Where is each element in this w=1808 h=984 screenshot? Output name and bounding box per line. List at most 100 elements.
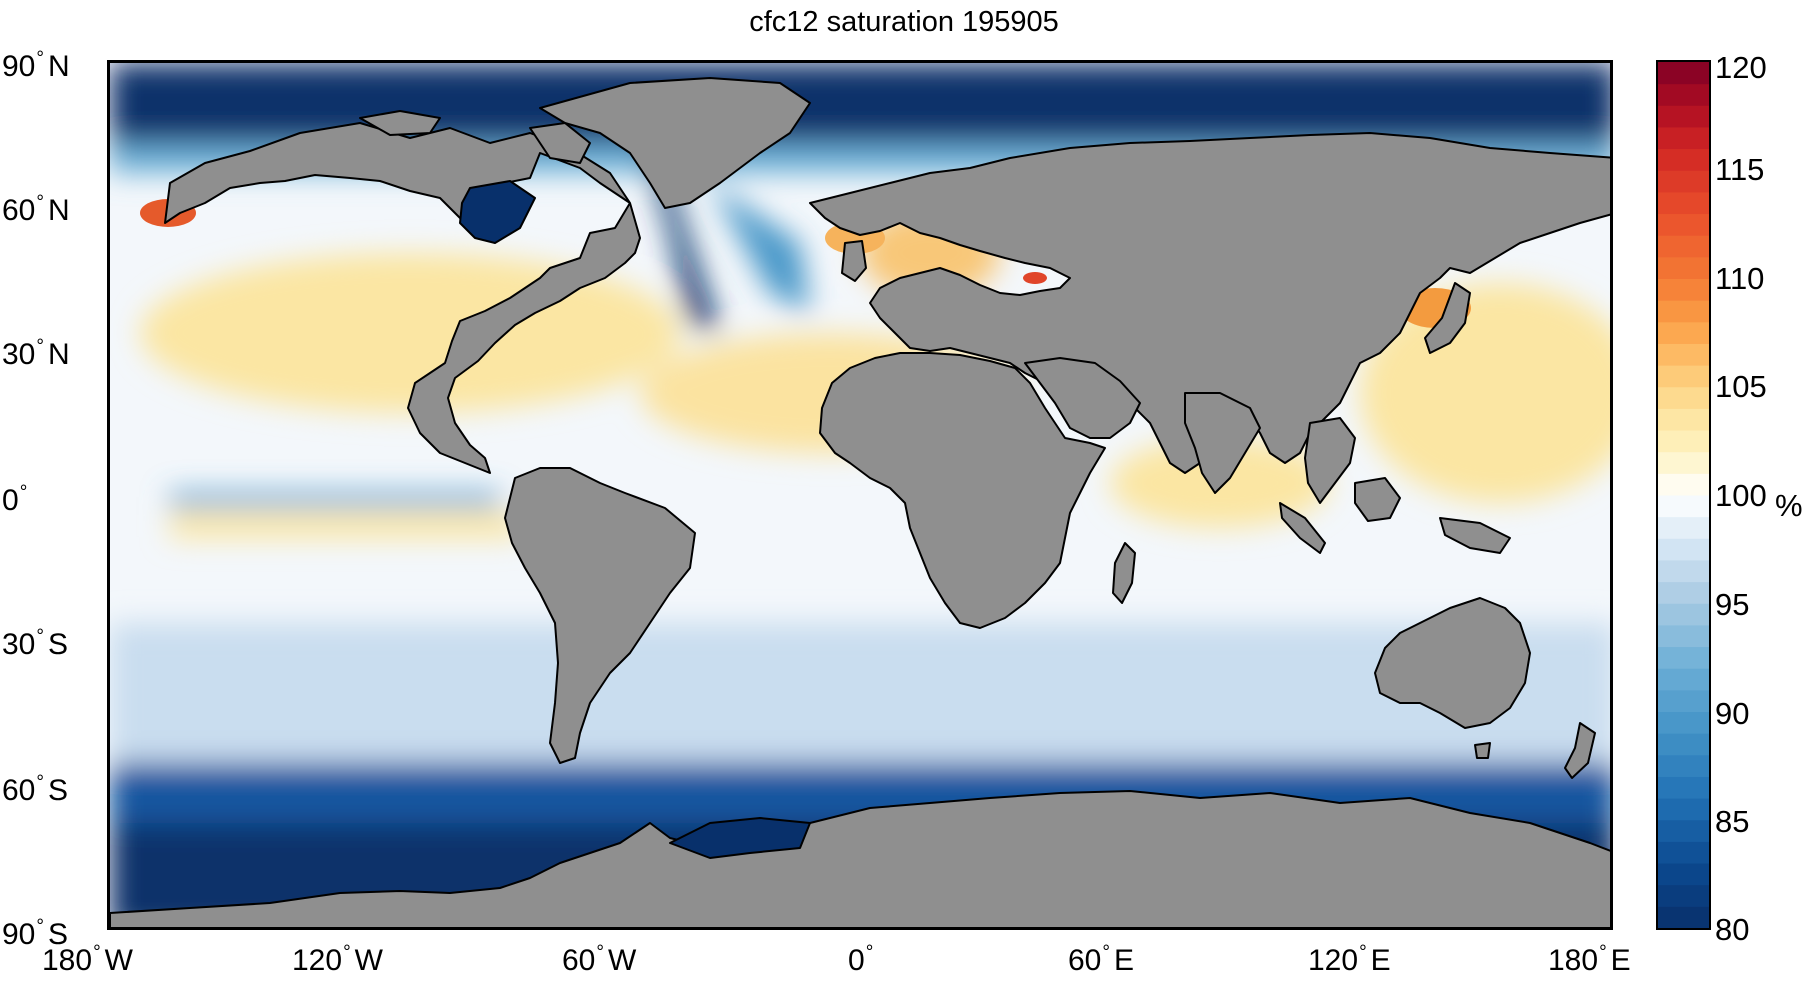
land xyxy=(110,77,1610,927)
colorbar-band xyxy=(1658,495,1709,518)
colorbar-band xyxy=(1658,581,1709,604)
colorbar-band xyxy=(1658,278,1709,301)
y-tick-degrees: 30 xyxy=(2,338,36,371)
land-africa xyxy=(819,352,1106,629)
land-greenland xyxy=(539,77,811,209)
colorbar-band xyxy=(1658,884,1709,907)
colorbar-tick-label: 80 xyxy=(1715,912,1750,947)
degree-symbol: ° xyxy=(343,942,351,963)
x-tick-hemisphere: E xyxy=(1113,944,1134,977)
colorbar-band xyxy=(1658,256,1709,279)
degree-symbol: ° xyxy=(1599,942,1607,963)
degree-symbol: ° xyxy=(36,916,44,937)
land-south-america xyxy=(504,467,696,764)
colorbar-band xyxy=(1658,126,1709,150)
y-tick-hemisphere: N xyxy=(47,338,70,371)
x-tick-hemisphere: W xyxy=(354,944,383,977)
colorbar-band xyxy=(1658,538,1709,561)
y-tick-label: 30° N xyxy=(2,337,70,371)
colorbar-band xyxy=(1658,170,1709,193)
colorbar-band xyxy=(1658,646,1709,669)
colorbar-band xyxy=(1658,148,1709,171)
x-tick-hemisphere: W xyxy=(104,944,133,977)
colorbar-tick-label: 85 xyxy=(1715,804,1750,840)
degree-symbol: ° xyxy=(865,942,874,963)
colorbar-tick-label: 105 xyxy=(1715,369,1767,405)
field-eq-pacific xyxy=(170,513,520,538)
land-eurasia xyxy=(809,132,1610,474)
colorbar-tick-label: 110 xyxy=(1715,260,1765,296)
x-tick-degrees: 120 xyxy=(1308,944,1359,977)
x-tick-label: 120° W xyxy=(292,943,383,977)
colorbar-band xyxy=(1658,689,1709,712)
colorbar xyxy=(1656,60,1711,930)
y-tick-label: 90° S xyxy=(2,917,68,951)
colorbar-band xyxy=(1658,365,1709,388)
degree-symbol: ° xyxy=(36,626,44,647)
degree-symbol: ° xyxy=(596,942,604,963)
y-tick-hemisphere: S xyxy=(47,628,68,661)
land-japan xyxy=(1424,282,1471,354)
colorbar-band xyxy=(1658,386,1709,409)
degree-symbol: ° xyxy=(1359,942,1367,963)
land-indochina xyxy=(1304,417,1356,504)
x-tick-label: 120° E xyxy=(1308,943,1391,977)
land-north-america xyxy=(164,122,641,474)
hudson-bay xyxy=(459,180,536,244)
colorbar-band xyxy=(1658,559,1709,583)
colorbar-band xyxy=(1658,863,1709,886)
colorbar-band xyxy=(1658,624,1709,648)
land-arabia xyxy=(1024,357,1141,439)
x-tick-hemisphere: E xyxy=(1610,944,1631,977)
colorbar-band xyxy=(1658,235,1709,258)
degree-symbol: ° xyxy=(93,942,101,963)
colorbar-tick-label: 115 xyxy=(1715,151,1765,187)
colorbar-band xyxy=(1658,798,1709,821)
x-tick-label: 180° E xyxy=(1548,943,1631,977)
colorbar-band xyxy=(1658,213,1709,236)
land-arctic-islands xyxy=(359,110,441,136)
colorbar-band xyxy=(1658,819,1709,842)
degree-symbol: ° xyxy=(19,482,28,503)
colorbar-band xyxy=(1658,321,1709,344)
x-tick-hemisphere: E xyxy=(1370,944,1391,977)
colorbar-band xyxy=(1658,430,1709,453)
degree-symbol: ° xyxy=(36,48,44,69)
y-tick-degrees: 60 xyxy=(2,194,36,227)
degree-symbol: ° xyxy=(36,192,44,213)
colorbar-band xyxy=(1658,343,1709,366)
x-tick-label: 60° W xyxy=(562,943,636,977)
land-tasmania xyxy=(1474,742,1491,759)
colorbar-band xyxy=(1658,83,1709,106)
colorbar-band xyxy=(1658,516,1709,539)
colorbar-band xyxy=(1658,62,1709,85)
colorbar-band xyxy=(1658,451,1709,474)
y-tick-label: 60° S xyxy=(2,773,68,806)
degree-symbol: ° xyxy=(36,336,44,357)
y-tick-label: 30° S xyxy=(2,627,68,661)
land-sumatra xyxy=(1279,502,1326,554)
colorbar-band xyxy=(1658,105,1709,128)
x-tick-degrees: 180 xyxy=(42,944,93,977)
x-tick-degrees: 60 xyxy=(562,944,596,977)
land-borneo xyxy=(1354,477,1401,522)
y-tick-degrees: 30 xyxy=(2,628,36,661)
y-tick-degrees: 0 xyxy=(2,484,19,517)
field-eq-upwelling xyxy=(170,493,500,507)
y-tick-hemisphere: S xyxy=(47,918,68,951)
colorbar-band xyxy=(1658,906,1709,928)
map-canvas xyxy=(110,63,1610,927)
colorbar-gradient xyxy=(1658,62,1709,928)
x-tick-label: 0° xyxy=(848,943,877,976)
colorbar-band xyxy=(1658,473,1709,496)
colorbar-band xyxy=(1658,191,1709,215)
colorbar-unit: % xyxy=(1775,488,1803,523)
colorbar-band xyxy=(1658,754,1709,777)
x-tick-degrees: 120 xyxy=(292,944,343,977)
colorbar-tick-label: 95 xyxy=(1715,586,1750,622)
degree-symbol: ° xyxy=(36,772,44,793)
colorbar-tick-label: 120 xyxy=(1715,50,1767,85)
land-india xyxy=(1184,392,1261,494)
x-tick-label: 60° E xyxy=(1068,943,1134,977)
x-tick-degrees: 60 xyxy=(1068,944,1102,977)
